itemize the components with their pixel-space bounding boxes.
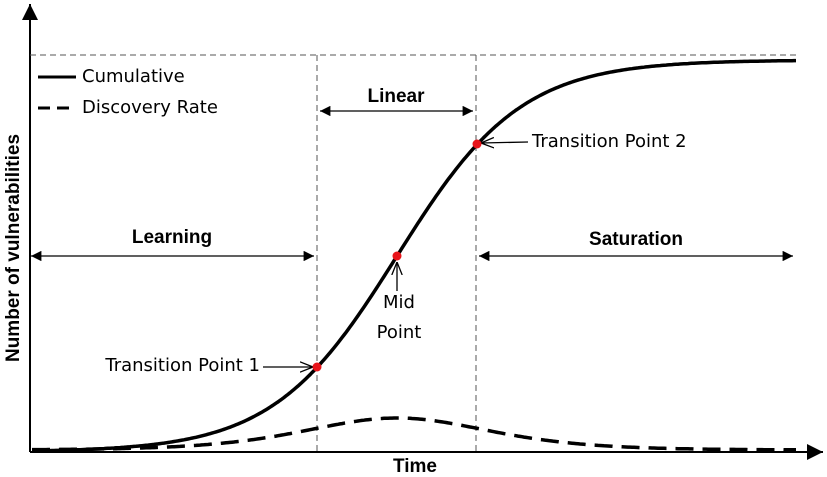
- legend-label: Cumulative: [82, 66, 185, 87]
- point-label: Transition Point 1: [104, 355, 260, 376]
- points: [312, 139, 482, 372]
- point: [312, 362, 322, 372]
- cumulative-curve: [32, 58, 796, 453]
- pointer: [481, 142, 529, 143]
- discovery-rate-curve: [32, 416, 796, 452]
- point-label: Transition Point 2: [531, 131, 687, 152]
- point: [392, 251, 402, 261]
- point-label: Point: [377, 322, 422, 343]
- point: [472, 139, 482, 149]
- legend-label: Discovery Rate: [82, 97, 218, 118]
- axes: [22, 4, 823, 460]
- guides: [30, 54, 796, 452]
- x-axis-label: Time: [393, 456, 437, 477]
- phase-label: Linear: [367, 86, 425, 107]
- legend: Cumulative Discovery Rate: [38, 66, 218, 118]
- phase-label: Saturation: [589, 229, 683, 250]
- phase-label: Learning: [132, 227, 212, 248]
- y-axis-label: Number of vulnerabilities: [3, 134, 24, 362]
- point-label: Mid: [383, 292, 415, 313]
